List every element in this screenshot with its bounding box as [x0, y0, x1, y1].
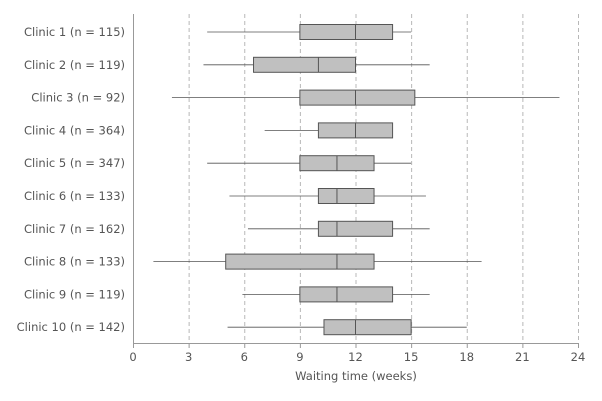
- iqr-box: [253, 56, 356, 73]
- category-label: Clinic 10 (n = 142): [17, 320, 125, 334]
- x-tick-label: 24: [571, 350, 586, 364]
- box-plot-item: [229, 188, 426, 204]
- x-axis: 0 3 6 9 12 15 18 21 24: [129, 14, 585, 364]
- category-label: Clinic 9 (n = 119): [24, 287, 125, 301]
- box-plot-item: [171, 89, 560, 106]
- box-plot-item: [153, 253, 482, 270]
- category-label: Clinic 5 (n = 347): [24, 156, 125, 170]
- box-plots: [153, 24, 560, 336]
- x-tick-label: 6: [241, 350, 248, 364]
- category-label: Clinic 2 (n = 119): [24, 58, 125, 72]
- x-tick-label: 9: [296, 350, 303, 364]
- box-plot-item: [207, 24, 412, 40]
- iqr-box: [299, 286, 394, 303]
- category-label: Clinic 8 (n = 133): [24, 255, 125, 269]
- x-tick-label: 15: [404, 350, 419, 364]
- x-tick-label: 21: [515, 350, 530, 364]
- category-label: Clinic 4 (n = 364): [24, 123, 125, 137]
- iqr-box: [317, 188, 375, 204]
- category-labels: Clinic 1 (n = 115) Clinic 2 (n = 119) Clin…: [17, 25, 125, 334]
- iqr-box: [299, 24, 394, 40]
- iqr-box: [225, 253, 375, 270]
- iqr-box: [323, 319, 412, 336]
- x-axis-title: Waiting time (weeks): [295, 369, 417, 383]
- iqr-box: [317, 220, 394, 237]
- box-plot-item: [227, 319, 467, 336]
- x-tick-label: 3: [185, 350, 192, 364]
- category-label: Clinic 1 (n = 115): [24, 25, 125, 39]
- x-tick-label: 18: [459, 350, 474, 364]
- category-label: Clinic 7 (n = 162): [24, 222, 125, 236]
- box-plot-item: [247, 220, 430, 237]
- x-tick-label: 0: [129, 350, 136, 364]
- category-label: Clinic 6 (n = 133): [24, 189, 125, 203]
- iqr-box: [299, 89, 416, 106]
- category-label: Clinic 3 (n = 92): [31, 91, 125, 105]
- box-plot-item: [242, 286, 430, 303]
- box-plot-item: [264, 122, 394, 139]
- box-plot-item: [207, 155, 412, 172]
- box-plot-item: [203, 56, 430, 73]
- x-tick-label: 12: [348, 350, 363, 364]
